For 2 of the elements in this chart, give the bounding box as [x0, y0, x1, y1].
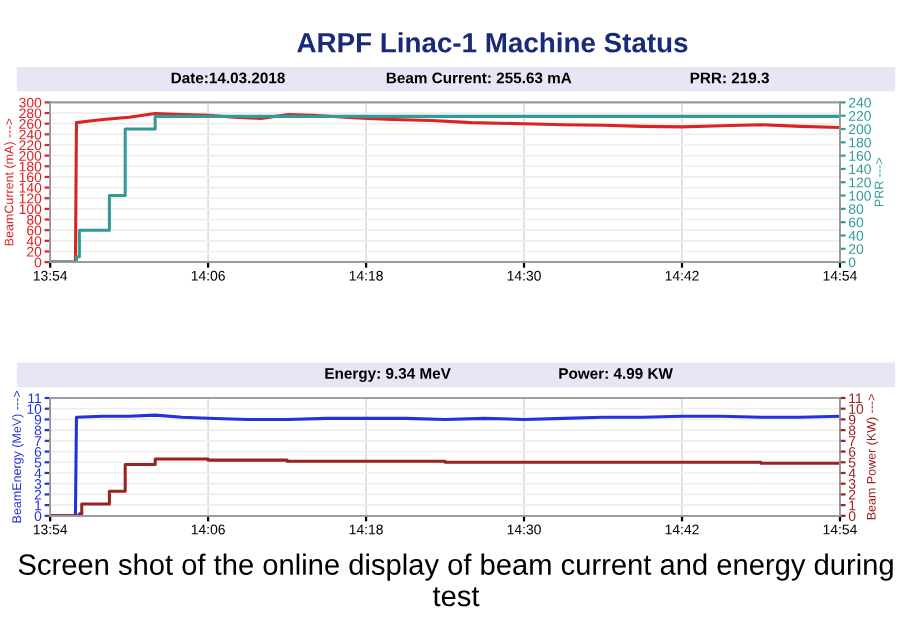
chart-title: ARPF Linac-1 Machine Status	[297, 32, 688, 53]
text: Screen shot of the online display of beam current and energy during test	[18, 553, 893, 607]
